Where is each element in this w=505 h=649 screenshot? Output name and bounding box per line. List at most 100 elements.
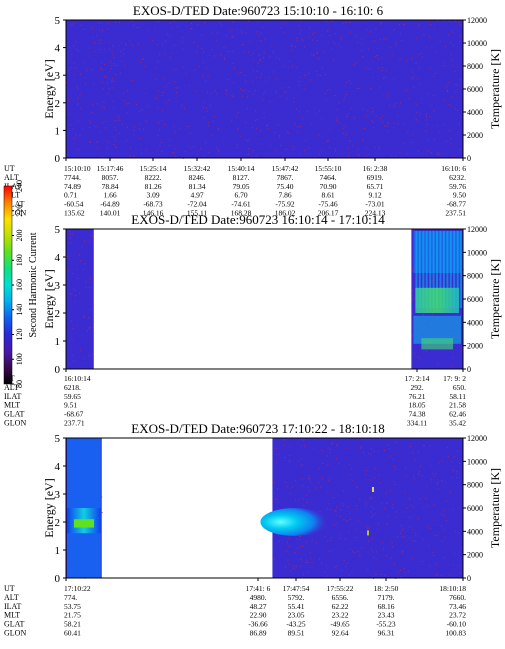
ephemeris-value: 58.11 bbox=[449, 392, 466, 401]
ephemeris-value: 15:10:10 bbox=[64, 164, 91, 173]
colorbar-tick-label: 240 bbox=[15, 180, 24, 192]
energy-tick-label: 5 bbox=[55, 433, 61, 445]
ephemeris-value: 73.46 bbox=[449, 602, 466, 611]
ephemeris-value: 68.16 bbox=[378, 602, 395, 611]
energy-tick-label: 0 bbox=[55, 573, 61, 585]
feature-yellow-dot bbox=[372, 487, 374, 492]
ephemeris-value: 86.89 bbox=[250, 629, 267, 638]
energy-tick-label: 1 bbox=[55, 125, 61, 137]
ephemeris-value: 96.31 bbox=[378, 629, 395, 638]
ephemeris-value: 62.46 bbox=[449, 410, 466, 419]
ephemeris-value: 8057. bbox=[102, 173, 119, 182]
ephemeris-value: 81.26 bbox=[145, 182, 162, 191]
ephemeris-value: 8127. bbox=[233, 173, 250, 182]
temperature-tick-label: 12000 bbox=[467, 225, 487, 234]
temperature-tick-label: 4000 bbox=[467, 527, 483, 536]
ephemeris-value: 17:10:22 bbox=[64, 584, 91, 593]
ephemeris-value: 140.01 bbox=[100, 209, 121, 218]
colorbar-tick-label: 160 bbox=[15, 279, 24, 291]
ephemeris-value: 334.11 bbox=[407, 419, 428, 428]
ephemeris-value: 3.09 bbox=[146, 191, 159, 200]
ephemeris-value: 100.83 bbox=[445, 629, 466, 638]
ephemeris-value: -49.65 bbox=[330, 620, 350, 629]
spectrogram-block bbox=[66, 229, 94, 369]
ephemeris-label: ALT bbox=[4, 173, 19, 182]
ephemeris-value: 7744. bbox=[64, 173, 81, 182]
ephemeris-value: 18.05 bbox=[409, 401, 426, 410]
energy-axis-label: Energy [eV] bbox=[42, 478, 56, 537]
energy-tick-label: 4 bbox=[55, 252, 61, 264]
ephemeris-label: UT bbox=[4, 164, 15, 173]
ephemeris-value: 7867. bbox=[277, 173, 294, 182]
ephemeris-value: 16:10: 6 bbox=[441, 164, 466, 173]
panel-title: EXOS-D/TED Date:960723 17:10:22 - 18:10:… bbox=[131, 421, 384, 436]
ephemeris-value: 7660. bbox=[449, 593, 466, 602]
colorbar: 80 100 120 140 160 180 200 220 240 Second Harmoni… bbox=[3, 180, 39, 388]
ephemeris-value: 17:41: 6 bbox=[246, 584, 271, 593]
temperature-tick-label: 0 bbox=[467, 365, 471, 374]
spectrogram-block bbox=[66, 20, 463, 158]
ephemeris-label: ALT bbox=[4, 383, 19, 392]
ephemeris-value: 48.27 bbox=[250, 602, 267, 611]
energy-tick-label: 2 bbox=[55, 98, 61, 110]
ephemeris-label: GLON bbox=[4, 419, 26, 428]
feature-green-band bbox=[415, 287, 459, 313]
spectrogram-block bbox=[272, 438, 463, 578]
ephemeris-value: 79.05 bbox=[233, 182, 250, 191]
energy-tick-label: 1 bbox=[55, 545, 61, 557]
ephemeris-value: 206.17 bbox=[318, 209, 339, 218]
ephemeris-value: 237.71 bbox=[64, 419, 85, 428]
ephemeris-value: 224.13 bbox=[365, 209, 386, 218]
ephemeris-value: -60.54 bbox=[64, 200, 84, 209]
colorbar-tick-label: 80 bbox=[15, 380, 24, 388]
temperature-tick-label: 6000 bbox=[467, 295, 483, 304]
ephemeris-value: 65.71 bbox=[367, 182, 384, 191]
ephemeris-value: 16: 2:38 bbox=[363, 164, 388, 173]
ephemeris-label: ALT bbox=[4, 593, 19, 602]
ephemeris-label: ILAT bbox=[4, 602, 21, 611]
temperature-axis-label: Temperature [K] bbox=[488, 49, 502, 129]
ephemeris-value: 17:47:54 bbox=[283, 584, 310, 593]
ephemeris-value: 15:17:46 bbox=[97, 164, 124, 173]
ephemeris-value: 292. bbox=[410, 383, 423, 392]
ephemeris-value: 17: 9: 2 bbox=[443, 374, 466, 383]
colorbar-tick-label: 100 bbox=[15, 353, 24, 365]
temperature-axis-label: Temperature [K] bbox=[488, 468, 502, 548]
ephemeris-value: 59.76 bbox=[449, 182, 466, 191]
ephemeris-value: 168.28 bbox=[231, 209, 252, 218]
ephemeris-value: 23.05 bbox=[288, 611, 305, 620]
energy-tick-label: 2 bbox=[55, 517, 61, 529]
colorbar-tick-label: 120 bbox=[15, 329, 24, 341]
energy-tick-label: 1 bbox=[55, 336, 61, 348]
ephemeris-value: 21.58 bbox=[449, 401, 466, 410]
ephemeris-value: 186.02 bbox=[275, 209, 296, 218]
ephemeris-value: 155.11 bbox=[187, 209, 208, 218]
ephemeris-value: -75.92 bbox=[275, 200, 295, 209]
ephemeris-value: 650. bbox=[453, 383, 466, 392]
feature-cyan-blob bbox=[260, 508, 329, 536]
energy-axis-label: Energy [eV] bbox=[42, 269, 56, 328]
energy-tick-label: 5 bbox=[55, 224, 61, 236]
ephemeris-label: MLT bbox=[4, 611, 20, 620]
ephemeris-value: 60.41 bbox=[64, 629, 81, 638]
ephemeris-value: 6218. bbox=[64, 383, 81, 392]
ephemeris-label: UT bbox=[4, 584, 15, 593]
energy-tick-label: 0 bbox=[55, 364, 61, 376]
energy-tick-label: 4 bbox=[55, 43, 61, 55]
colorbar-strip bbox=[4, 186, 12, 384]
ephemeris-value: 17:55:22 bbox=[327, 584, 354, 593]
temperature-tick-label: 4000 bbox=[467, 108, 483, 117]
ephemeris-value: 35.42 bbox=[449, 419, 466, 428]
ephemeris-value: 58.21 bbox=[64, 620, 81, 629]
temperature-tick-label: 2000 bbox=[467, 131, 483, 140]
ephemeris-value: -74.61 bbox=[231, 200, 251, 209]
ephemeris-value: -43.25 bbox=[286, 620, 306, 629]
energy-tick-label: 0 bbox=[55, 153, 61, 165]
ephemeris-value: 8246. bbox=[189, 173, 206, 182]
ephemeris-value: -68.77 bbox=[447, 200, 467, 209]
ephemeris-value: 237.51 bbox=[445, 209, 466, 218]
energy-tick-label: 4 bbox=[55, 461, 61, 473]
ephemeris-value: -73.01 bbox=[365, 200, 385, 209]
ephemeris-value: 17: 2:14 bbox=[405, 374, 430, 383]
